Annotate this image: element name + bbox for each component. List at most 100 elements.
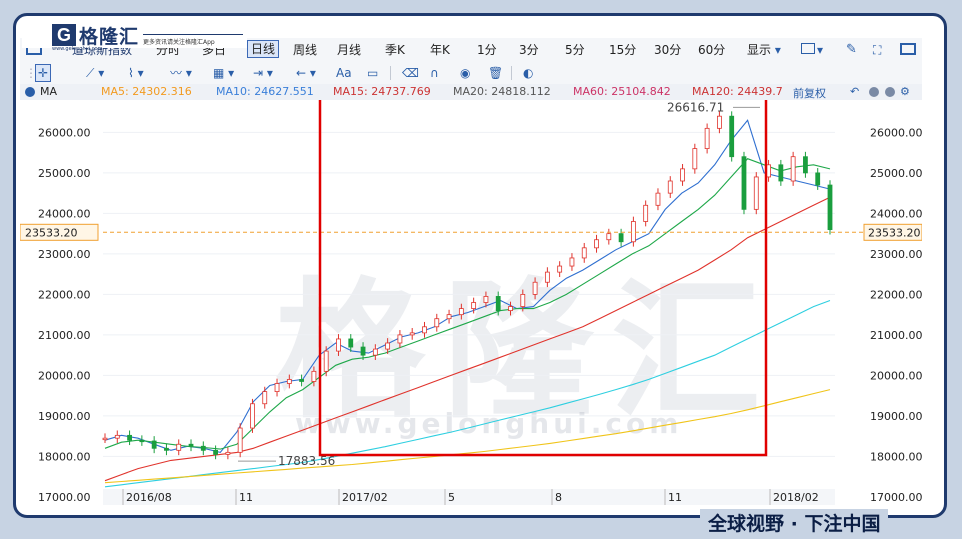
- trash-icon[interactable]: 🗑: [488, 66, 504, 80]
- tab-period-3[interactable]: 周线: [293, 43, 318, 57]
- minus-icon[interactable]: [885, 87, 895, 97]
- x-tick-label: 2016/08: [126, 491, 172, 504]
- candle-body: [557, 265, 563, 273]
- x-tick-label: 2017/02: [342, 491, 388, 504]
- min-price-label: 17883.56: [278, 454, 335, 468]
- ma5-value: MA5: 24302.316: [101, 85, 192, 98]
- y-tick-label-right: 23000.00: [870, 248, 922, 261]
- candle-body: [139, 439, 145, 443]
- gear-icon[interactable]: ⚙: [900, 85, 910, 98]
- tab-period-8[interactable]: 3分: [519, 43, 539, 57]
- candle-body: [458, 308, 464, 316]
- fullscreen-icon[interactable]: ⛶: [873, 43, 882, 57]
- candle-body: [164, 447, 169, 451]
- display-menu[interactable]: 显示 ▾: [747, 42, 781, 58]
- y-tick-label-right: 19000.00: [870, 410, 922, 423]
- y-tick-label-right: 17000.00: [870, 491, 922, 504]
- price-chart[interactable]: 格隆汇 www.gelonghui.com 26000.00 26000.00 25…: [20, 100, 922, 505]
- tab-period-9[interactable]: 5分: [565, 43, 585, 57]
- text-tool[interactable]: Aa: [336, 66, 352, 80]
- y-tick-label-right: 20000.00: [870, 369, 922, 382]
- logo-name: 格隆汇: [79, 26, 140, 48]
- current-price-tag-left: [20, 223, 99, 241]
- y-tick-label-left: 20000.00: [38, 369, 91, 382]
- ma10-value: MA10: 24627.551: [216, 85, 314, 98]
- arrow-left-icon[interactable]: ← ▾: [296, 66, 316, 80]
- magnet-icon[interactable]: ∩: [430, 66, 439, 80]
- y-tick-label-left: 24000.00: [38, 207, 91, 220]
- candle-body: [630, 221, 636, 243]
- indicator-name[interactable]: MA: [40, 85, 58, 98]
- candle-body: [250, 403, 255, 429]
- candle-body: [544, 271, 550, 283]
- layout-icon[interactable]: [801, 43, 815, 54]
- candle-body: [348, 338, 354, 348]
- candle-body: [200, 445, 206, 451]
- crosshair-icon[interactable]: ✛: [35, 64, 52, 82]
- candle-body: [422, 326, 427, 334]
- candle-body: [409, 332, 415, 336]
- toolbar-grip-icon: ⋮: [25, 66, 37, 80]
- wave-tool-icon[interactable]: 〰 ▾: [170, 66, 192, 80]
- candle-body: [717, 115, 722, 129]
- sidebar-toggle-icon[interactable]: [900, 43, 916, 55]
- candle-body: [606, 233, 612, 241]
- candle-body: [151, 440, 157, 449]
- candle-body: [753, 176, 759, 210]
- footer-slogan: 全球视野 · 下注中国: [700, 509, 889, 536]
- line-tool-icon[interactable]: ⟋ ▾: [86, 66, 105, 80]
- tab-period-10[interactable]: 15分: [609, 43, 637, 57]
- fib-tool-icon[interactable]: ▦ ▾: [213, 66, 235, 80]
- collapse-icon[interactable]: [25, 87, 35, 97]
- toolbar-divider: [390, 66, 391, 80]
- eye-icon[interactable]: ◉: [460, 66, 471, 80]
- undo-icon[interactable]: ↶: [850, 85, 860, 98]
- candle-body: [446, 314, 452, 320]
- candle-body: [225, 451, 231, 455]
- y-tick-label-left: 18000.00: [38, 450, 91, 463]
- candle-body: [508, 306, 513, 312]
- y-tick-label-left: 25000.00: [38, 167, 91, 180]
- tab-period-12[interactable]: 60分: [698, 43, 726, 57]
- tab-period-5[interactable]: 季K: [385, 43, 405, 57]
- range-tool-icon[interactable]: ⇥ ▾: [253, 66, 273, 80]
- candle-body: [114, 434, 120, 439]
- x-tick-label: 11: [239, 491, 253, 504]
- adjust-mode[interactable]: 前复权: [793, 87, 826, 100]
- candle-body: [827, 184, 833, 231]
- candle-body: [729, 115, 735, 158]
- tab-period-2[interactable]: 日线: [247, 40, 280, 58]
- polyline-tool-icon[interactable]: ⌇ ▾: [128, 66, 144, 80]
- tab-period-4[interactable]: 月线: [337, 43, 362, 57]
- candle-body: [680, 168, 685, 182]
- candle-body: [741, 156, 747, 210]
- chart-svg: 26000.00 26000.00 25000.00 25000.00 24000.00…: [20, 100, 922, 505]
- candle-body: [778, 164, 784, 182]
- candle-body: [434, 318, 440, 328]
- tab-period-7[interactable]: 1分: [477, 43, 497, 57]
- add-icon[interactable]: [869, 87, 879, 97]
- candle-body: [213, 449, 218, 455]
- comment-icon[interactable]: ▭: [367, 66, 379, 80]
- candle-body: [790, 156, 796, 182]
- y-tick-label-right: 21000.00: [870, 329, 922, 342]
- eraser-icon[interactable]: ⌫: [402, 66, 419, 80]
- visibility-icon[interactable]: ◐: [523, 66, 534, 80]
- candle-body: [360, 346, 366, 356]
- candle-body: [704, 127, 710, 150]
- candle-body: [176, 443, 182, 451]
- candle-body: [667, 180, 673, 194]
- candle-body: [299, 379, 305, 382]
- tab-period-11[interactable]: 30分: [654, 43, 682, 57]
- y-tick-label-left: 22000.00: [38, 288, 91, 301]
- tab-period-6[interactable]: 年K: [430, 43, 450, 57]
- x-axis-band: [103, 489, 835, 505]
- chevron-down-icon: ▾: [774, 43, 781, 57]
- pen-icon[interactable]: ✎: [846, 42, 857, 57]
- toolbar-divider: [511, 66, 512, 80]
- ma-line-2: [104, 196, 831, 482]
- candle-body: [692, 148, 698, 170]
- y-tick-label-left: 17000.00: [38, 491, 91, 504]
- current-price-tag-right: [863, 223, 922, 241]
- layout-chevron-icon[interactable]: ▾: [817, 43, 824, 57]
